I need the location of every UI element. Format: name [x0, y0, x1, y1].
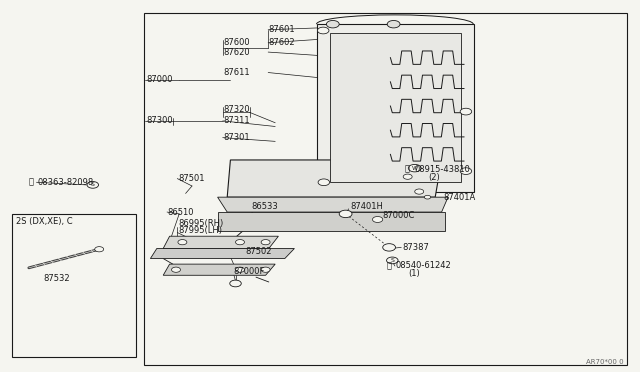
Text: 87502: 87502: [245, 247, 271, 256]
Text: Ⓜ: Ⓜ: [387, 262, 392, 270]
Text: 87301: 87301: [223, 133, 250, 142]
Text: Ⓜ: Ⓜ: [28, 178, 33, 187]
Polygon shape: [227, 160, 442, 197]
Text: 08915-43810: 08915-43810: [415, 165, 470, 174]
Bar: [144, 13, 627, 365]
Text: 86510: 86510: [168, 208, 194, 217]
Circle shape: [460, 168, 472, 174]
Circle shape: [230, 280, 241, 287]
Circle shape: [172, 267, 180, 272]
Text: 87532: 87532: [44, 274, 70, 283]
Circle shape: [326, 20, 339, 28]
Text: (1): (1): [408, 269, 420, 278]
Circle shape: [339, 210, 352, 218]
Bar: [12, 214, 136, 357]
Text: 87401H: 87401H: [351, 202, 383, 211]
Circle shape: [415, 189, 424, 194]
Polygon shape: [163, 264, 275, 275]
Text: 87602: 87602: [269, 38, 296, 47]
Text: AR70*00 0: AR70*00 0: [586, 359, 624, 365]
Text: 87401A: 87401A: [444, 193, 476, 202]
Text: 87387: 87387: [402, 243, 429, 252]
Text: 87320: 87320: [223, 105, 250, 114]
Polygon shape: [163, 236, 278, 248]
Circle shape: [408, 164, 421, 172]
Text: S: S: [91, 182, 95, 187]
Circle shape: [261, 240, 270, 245]
Text: 87611: 87611: [223, 68, 250, 77]
Circle shape: [95, 247, 104, 252]
Text: (2): (2): [428, 173, 440, 182]
Circle shape: [403, 174, 412, 179]
Circle shape: [383, 244, 396, 251]
Text: 08540-61242: 08540-61242: [396, 262, 451, 270]
Circle shape: [236, 240, 244, 245]
Text: 87601: 87601: [269, 25, 296, 34]
Text: 08363-82098: 08363-82098: [37, 178, 93, 187]
Circle shape: [87, 182, 99, 188]
Polygon shape: [330, 33, 461, 182]
Circle shape: [236, 267, 244, 272]
Text: 87000F: 87000F: [234, 267, 265, 276]
Text: 86995(RH): 86995(RH): [178, 219, 223, 228]
Polygon shape: [317, 24, 474, 192]
Circle shape: [424, 195, 431, 199]
Text: 87311: 87311: [223, 116, 250, 125]
Text: S: S: [390, 258, 394, 263]
Circle shape: [178, 240, 187, 245]
Text: 87620: 87620: [223, 48, 250, 57]
Text: 87600: 87600: [223, 38, 250, 47]
Circle shape: [318, 179, 330, 186]
Polygon shape: [218, 212, 445, 231]
Text: 87995(LH): 87995(LH): [178, 226, 222, 235]
Text: 87501: 87501: [178, 174, 204, 183]
Circle shape: [317, 27, 329, 34]
Text: 87000C: 87000C: [383, 211, 415, 219]
Text: Ⓚ: Ⓚ: [404, 165, 410, 174]
Text: 87000: 87000: [146, 76, 172, 84]
Circle shape: [372, 217, 383, 222]
Polygon shape: [150, 248, 294, 259]
Text: 86533: 86533: [252, 202, 278, 211]
Circle shape: [460, 108, 472, 115]
Text: 87300: 87300: [146, 116, 173, 125]
Text: 2S (DX,XE), C: 2S (DX,XE), C: [16, 217, 72, 226]
Circle shape: [387, 257, 398, 264]
Circle shape: [261, 267, 270, 272]
Polygon shape: [218, 197, 448, 212]
Circle shape: [387, 20, 400, 28]
Text: W: W: [412, 166, 418, 171]
